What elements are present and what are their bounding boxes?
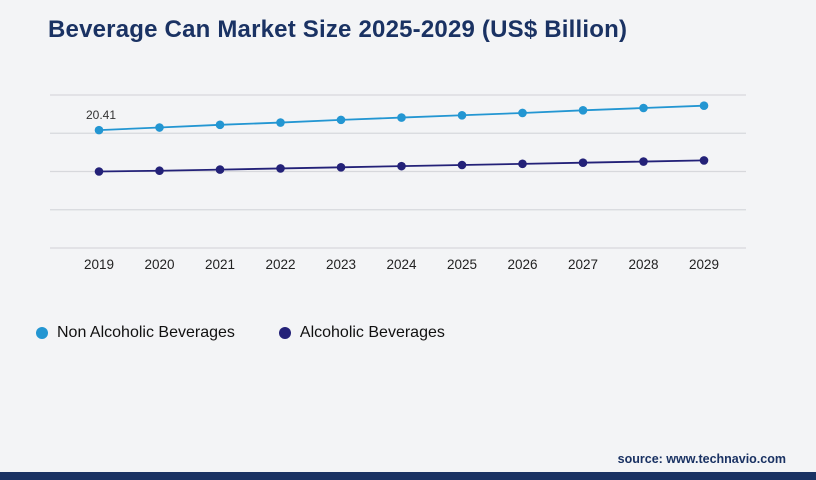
x-axis-label-2023: 2023 bbox=[326, 257, 356, 272]
point-value-label: 20.41 bbox=[86, 108, 116, 122]
data-point-non-alcoholic-beverages-2025 bbox=[457, 110, 467, 120]
legend-dot-alcoholic-icon bbox=[278, 327, 291, 339]
data-point-non-alcoholic-beverages-2029 bbox=[699, 101, 709, 111]
chart-title: Beverage Can Market Size 2025-2029 (US$ … bbox=[48, 16, 628, 43]
source-attribution: source: www.technavio.com bbox=[617, 452, 786, 466]
x-axis-label-2028: 2028 bbox=[628, 257, 658, 272]
legend-label-alcoholic: Alcoholic Beverages bbox=[299, 324, 445, 341]
bottom-accent-bar bbox=[0, 472, 816, 480]
legend-dot-non-alcoholic-icon bbox=[36, 327, 48, 339]
data-point-non-alcoholic-beverages-2027 bbox=[578, 106, 588, 115]
data-point-non-alcoholic-beverages-2019 bbox=[94, 125, 104, 135]
x-axis-label-2026: 2026 bbox=[507, 257, 537, 272]
data-point-non-alcoholic-beverages-2022 bbox=[276, 118, 285, 127]
data-point-alcoholic-beverages-2028 bbox=[639, 157, 648, 166]
data-point-alcoholic-beverages-2024 bbox=[397, 161, 406, 171]
legend-item-alcoholic[interactable]: Alcoholic Beverages bbox=[278, 324, 445, 342]
data-point-alcoholic-beverages-2021 bbox=[215, 165, 225, 174]
data-point-alcoholic-beverages-2027 bbox=[578, 158, 588, 168]
data-point-non-alcoholic-beverages-2020 bbox=[155, 123, 164, 132]
data-point-non-alcoholic-beverages-2023 bbox=[336, 115, 346, 125]
x-axis-label-2019: 2019 bbox=[84, 257, 114, 272]
x-axis-label-2022: 2022 bbox=[265, 257, 295, 272]
data-point-alcoholic-beverages-2025 bbox=[457, 160, 467, 170]
legend-item-non-alcoholic[interactable]: Non Alcoholic Beverages bbox=[36, 324, 235, 342]
data-point-non-alcoholic-beverages-2021 bbox=[215, 120, 225, 130]
x-axis-label-2027: 2027 bbox=[568, 257, 598, 272]
x-axis-label-2024: 2024 bbox=[386, 257, 417, 272]
data-point-non-alcoholic-beverages-2028 bbox=[639, 103, 648, 113]
x-axis-label-2025: 2025 bbox=[447, 257, 477, 272]
chart-legend: Non Alcoholic Beverages Alcoholic Bevera… bbox=[36, 324, 445, 342]
x-axis-label-2020: 2020 bbox=[144, 257, 174, 272]
data-point-alcoholic-beverages-2019 bbox=[94, 167, 104, 176]
legend-label-non-alcoholic: Non Alcoholic Beverages bbox=[57, 324, 235, 341]
data-point-alcoholic-beverages-2029 bbox=[699, 156, 709, 165]
data-point-alcoholic-beverages-2026 bbox=[518, 159, 527, 169]
line-chart: 20.41 2019 2020 2021 2022 2023 2024 2025 2026 202… bbox=[50, 94, 746, 272]
data-point-alcoholic-beverages-2022 bbox=[276, 164, 285, 173]
data-point-alcoholic-beverages-2023 bbox=[336, 162, 346, 172]
data-point-non-alcoholic-beverages-2026 bbox=[518, 108, 527, 118]
x-axis-label-2029: 2029 bbox=[689, 257, 719, 272]
data-point-non-alcoholic-beverages-2024 bbox=[397, 113, 406, 122]
x-axis-label-2021: 2021 bbox=[205, 257, 235, 272]
data-point-alcoholic-beverages-2020 bbox=[155, 166, 164, 176]
